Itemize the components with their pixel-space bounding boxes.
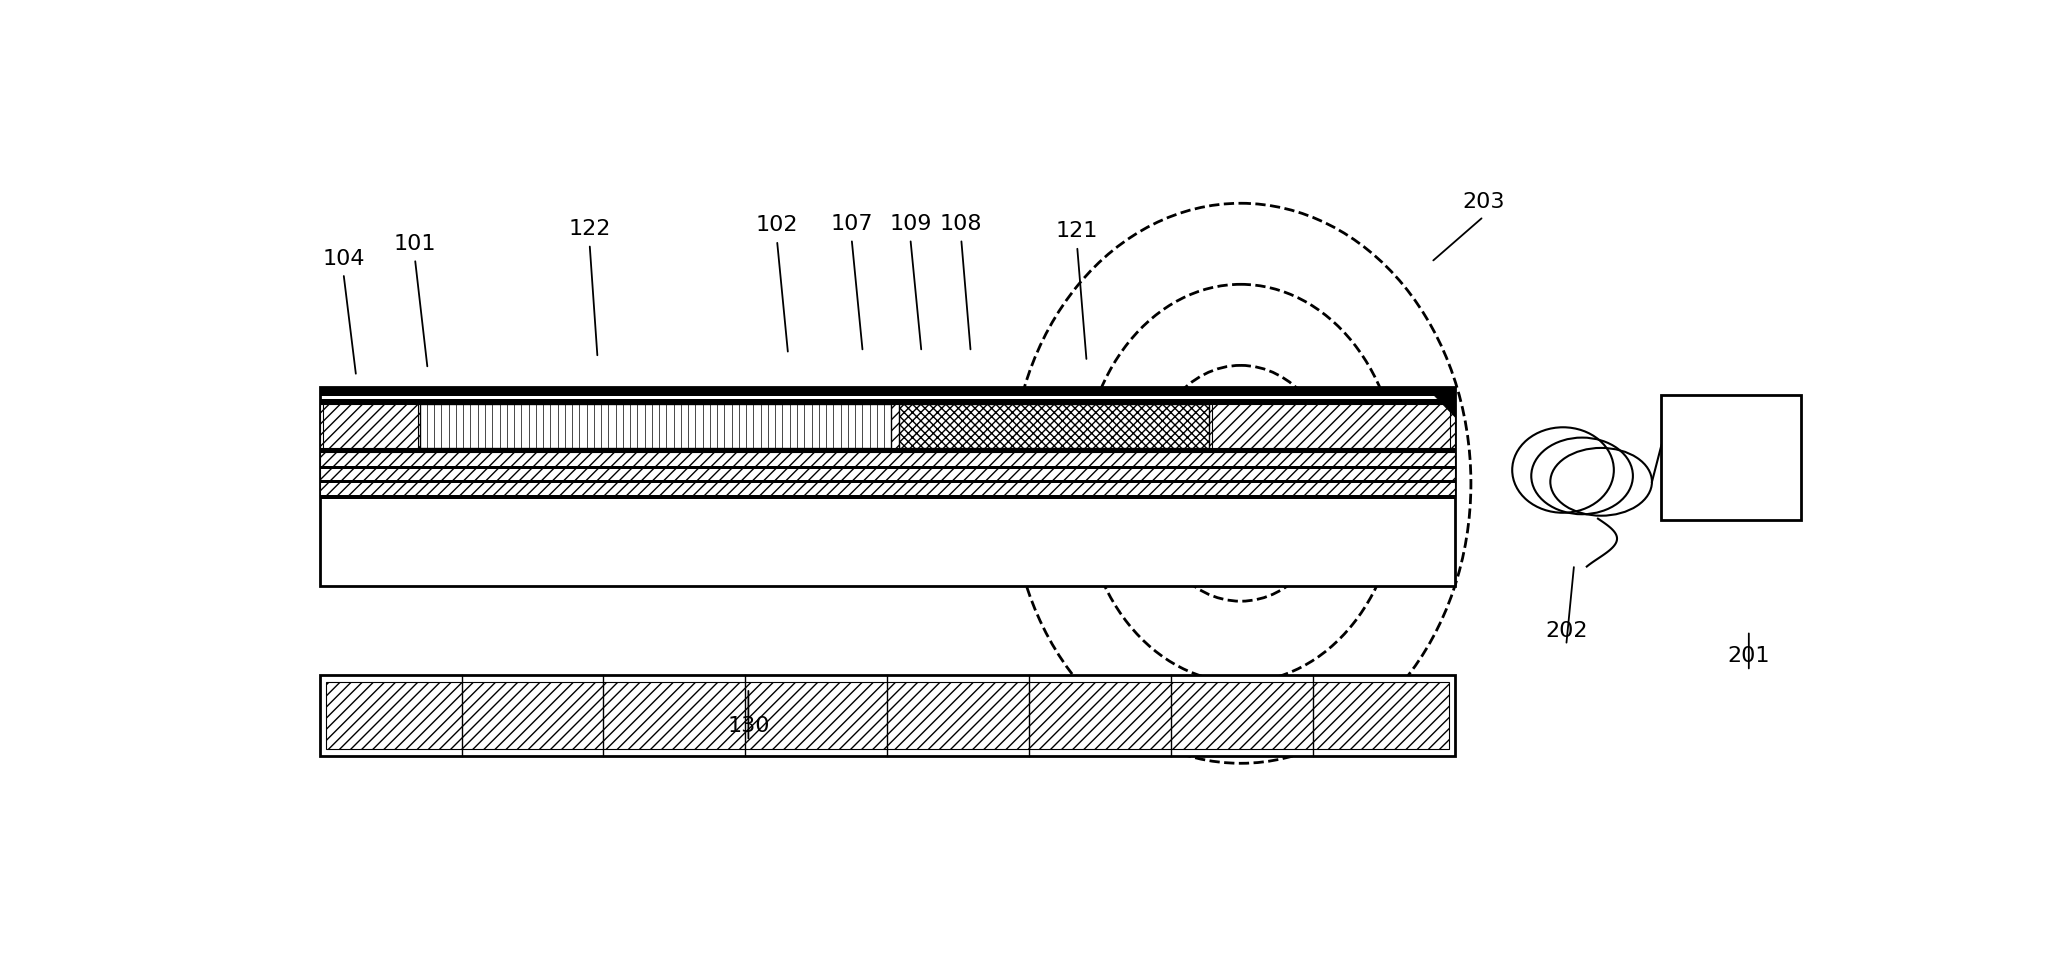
Bar <box>320 480 1455 483</box>
Text: 101: 101 <box>393 234 436 254</box>
Bar <box>326 682 1449 748</box>
Bar <box>420 404 891 448</box>
Bar <box>320 450 1455 453</box>
Text: 201: 201 <box>1727 647 1770 666</box>
Text: 104: 104 <box>322 249 365 269</box>
Text: 102: 102 <box>756 215 799 235</box>
Bar <box>320 388 1455 396</box>
Bar <box>900 404 1209 448</box>
Text: 107: 107 <box>830 214 873 234</box>
Bar <box>324 404 418 448</box>
Bar <box>320 466 1455 469</box>
Text: 121: 121 <box>1055 221 1098 241</box>
Bar <box>1213 404 1451 448</box>
Bar <box>320 448 1455 452</box>
Polygon shape <box>1426 388 1455 417</box>
Bar <box>320 388 1455 587</box>
Bar <box>320 675 1455 756</box>
Text: 122: 122 <box>568 219 611 239</box>
Bar <box>320 404 1455 448</box>
Bar <box>320 495 1455 499</box>
Bar <box>1662 395 1801 521</box>
Text: 109: 109 <box>889 214 932 234</box>
Bar <box>320 452 1455 497</box>
Bar <box>320 399 1455 404</box>
Text: 202: 202 <box>1545 621 1588 640</box>
Text: 130: 130 <box>727 717 770 737</box>
Text: 203: 203 <box>1463 191 1504 211</box>
Text: 108: 108 <box>940 214 981 234</box>
